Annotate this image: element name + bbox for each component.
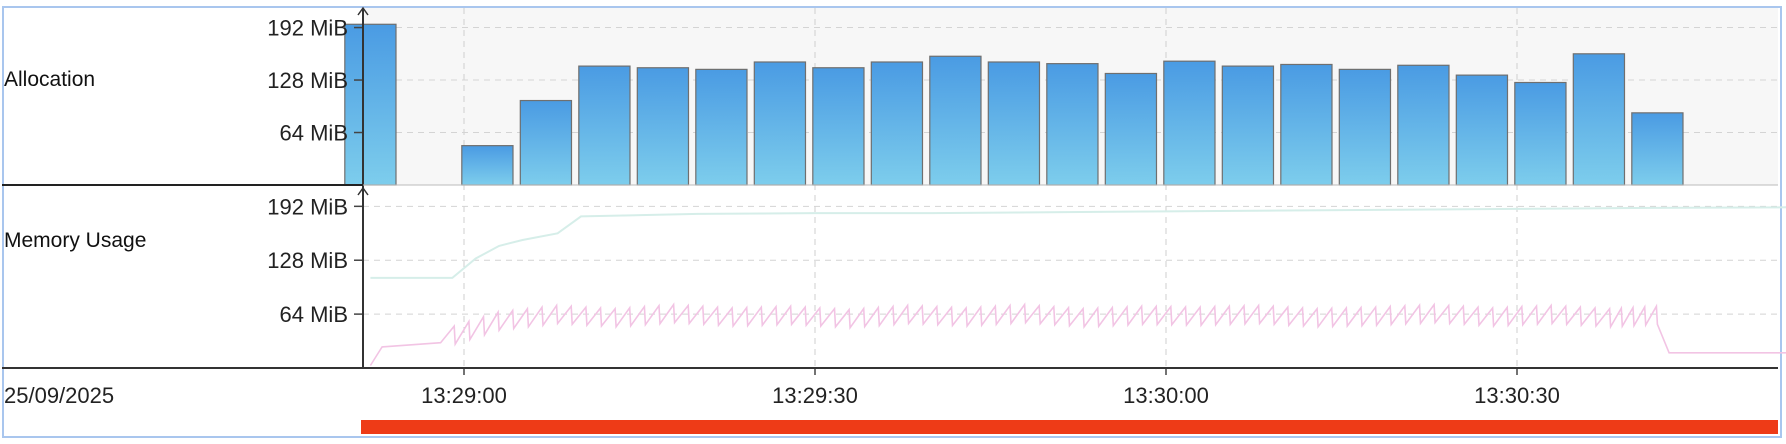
memory-axis-arrow bbox=[357, 186, 369, 196]
allocation-bar[interactable] bbox=[1280, 63, 1333, 186]
allocation-row-label: Allocation bbox=[4, 68, 96, 91]
allocation-bar[interactable] bbox=[870, 61, 924, 186]
memory-y-tick-label: 128 MiB bbox=[267, 248, 348, 273]
allocation-bar[interactable] bbox=[1455, 74, 1509, 186]
allocation-bar[interactable] bbox=[344, 23, 397, 186]
allocation-bar[interactable] bbox=[1104, 72, 1158, 186]
allocation-bar[interactable] bbox=[812, 67, 865, 186]
allocation-y-tick-label: 128 MiB bbox=[267, 68, 348, 93]
allocation-bar[interactable] bbox=[753, 61, 807, 186]
allocation-y-tick-label: 192 MiB bbox=[267, 16, 348, 41]
allocation-bar[interactable] bbox=[1514, 81, 1567, 186]
memory-plot-area bbox=[363, 188, 1778, 368]
used-memory-line bbox=[369, 302, 1786, 366]
allocation-bar[interactable] bbox=[636, 67, 690, 186]
allocation-bar[interactable] bbox=[1046, 63, 1099, 186]
allocation-bar[interactable] bbox=[1221, 65, 1275, 186]
allocation-bar[interactable] bbox=[519, 99, 573, 186]
date-label: 25/09/2025 bbox=[4, 383, 115, 408]
time-tick-label: 13:29:00 bbox=[421, 383, 507, 408]
time-tick-label: 13:30:30 bbox=[1474, 383, 1560, 408]
allocation-bar[interactable] bbox=[1397, 64, 1450, 186]
memory-y-tick-label: 192 MiB bbox=[267, 194, 348, 219]
allocation-bar[interactable] bbox=[1572, 53, 1626, 186]
allocation-bar[interactable] bbox=[1631, 112, 1684, 186]
allocation-bar[interactable] bbox=[1163, 60, 1216, 186]
time-range-bar[interactable] bbox=[361, 420, 1778, 434]
memory-y-tick-label: 64 MiB bbox=[280, 302, 348, 327]
allocation-bar[interactable] bbox=[695, 68, 748, 186]
allocation-bar[interactable] bbox=[1338, 68, 1392, 186]
allocation-bar[interactable] bbox=[987, 61, 1041, 186]
allocation-bar[interactable] bbox=[578, 65, 631, 186]
allocation-bar[interactable] bbox=[461, 145, 514, 186]
allocation-bar[interactable] bbox=[929, 55, 982, 186]
allocation-axis-arrow bbox=[357, 6, 369, 16]
committed-memory-line bbox=[370, 206, 1786, 279]
allocation-y-tick-label: 64 MiB bbox=[280, 121, 348, 146]
memory-usage-row-label: Memory Usage bbox=[4, 229, 147, 252]
time-tick-label: 13:30:00 bbox=[1123, 383, 1209, 408]
time-tick-label: 13:29:30 bbox=[772, 383, 858, 408]
